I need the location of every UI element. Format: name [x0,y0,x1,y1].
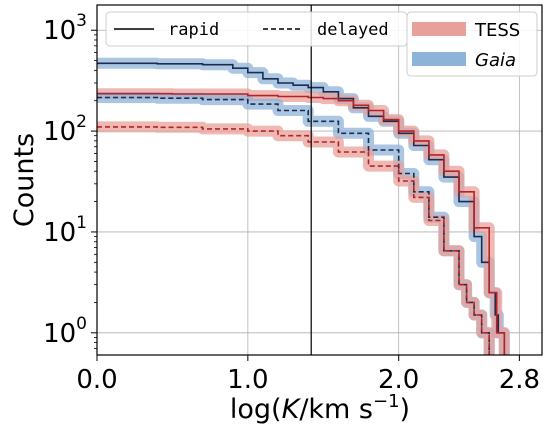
legend-tess-label: TESS [474,20,520,41]
x-axis-label-exponent: −1 [373,391,400,412]
legend-tess-swatch [412,22,466,36]
legend-rapid-label: rapid [168,20,219,40]
y-tick-label: 103 [43,11,87,46]
x-tick-label: 2.0 [378,365,419,395]
line-gaia-delayed [97,96,490,355]
series-lines [97,62,506,355]
x-axis-label: log(K/km s−1) [230,391,410,425]
legend-bands: TESS Gaia [406,11,538,77]
legend-gaia-swatch [412,52,466,66]
y-axis-label: Counts [9,133,40,227]
legend-gaia-label: Gaia [475,50,516,71]
legend-line-styles: rapid delayed [105,11,408,47]
x-axis-label-variable: K [282,394,302,425]
line-tess-rapid [97,92,506,355]
y-tick-label: 100 [43,314,87,349]
y-tick-label: 102 [43,112,87,147]
x-tick-label: 2.8 [499,365,540,395]
x-tick-label: 0.0 [76,365,117,395]
line-gaia-rapid [97,62,506,355]
x-axis-label-unit: /km s [299,394,373,425]
x-axis-label-close: ) [400,394,411,425]
axis-ticks: 0.0 1.0 2.0 2.8 100 101 102 103 [43,11,540,395]
x-tick-label: 1.0 [227,365,268,395]
y-tick-label: 101 [43,213,87,248]
plot-frame [96,4,543,356]
x-axis-label-prefix: log( [230,394,282,425]
legend-delayed-label: delayed [317,20,389,40]
uncertainty-bands [97,57,510,355]
line-tess-delayed [97,126,490,355]
